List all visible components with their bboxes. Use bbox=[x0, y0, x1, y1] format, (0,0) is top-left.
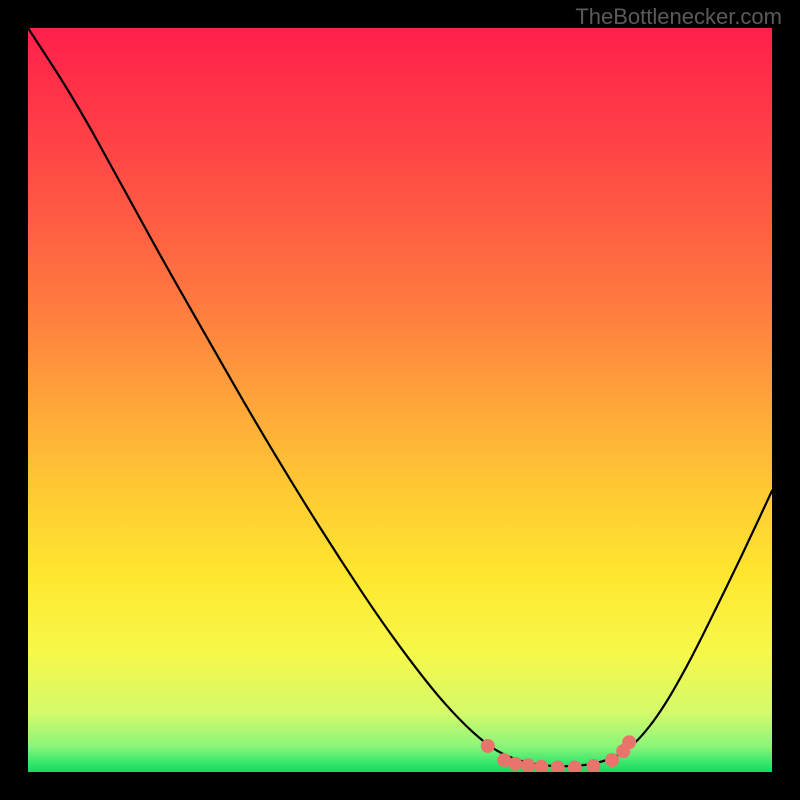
data-marker bbox=[623, 736, 636, 749]
data-marker bbox=[606, 754, 619, 767]
chart-plot-area bbox=[28, 28, 772, 772]
watermark-text: TheBottlenecker.com bbox=[575, 4, 782, 30]
data-marker bbox=[509, 757, 522, 770]
bottleneck-curve bbox=[28, 28, 772, 766]
chart-curve-svg bbox=[28, 28, 772, 772]
data-marker bbox=[481, 739, 494, 752]
marker-group bbox=[481, 736, 635, 772]
data-marker bbox=[568, 761, 581, 772]
data-marker bbox=[521, 759, 534, 772]
data-marker bbox=[587, 760, 600, 772]
data-marker bbox=[535, 760, 548, 772]
data-marker bbox=[551, 761, 564, 772]
